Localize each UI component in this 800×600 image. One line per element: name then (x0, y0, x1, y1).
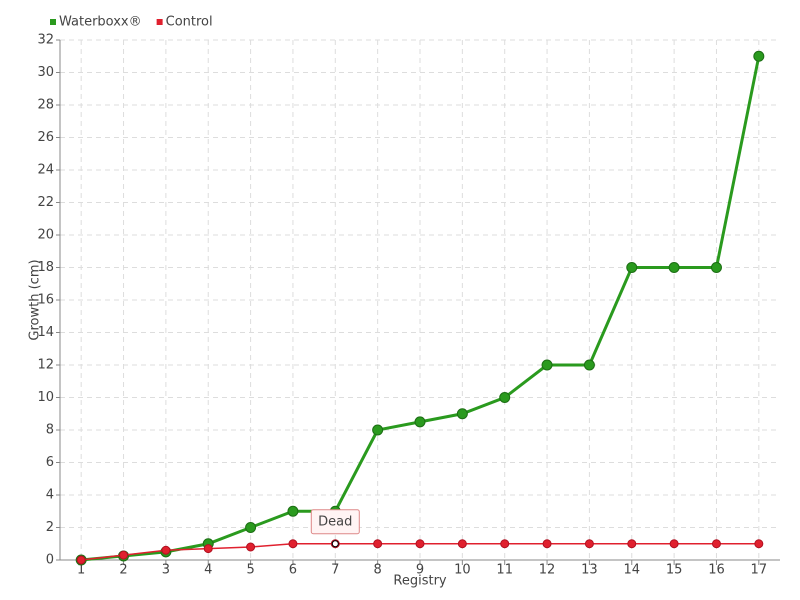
y-tick-label: 30 (37, 65, 54, 80)
x-tick-label: 9 (416, 563, 424, 578)
point (203, 544, 213, 554)
x-tick-label: 5 (246, 563, 254, 578)
point (456, 408, 468, 420)
y-tick-label: 32 (37, 33, 54, 48)
point (668, 262, 680, 273)
y-tick-label: 4 (46, 488, 54, 503)
point (584, 539, 594, 549)
point (372, 424, 384, 436)
x-tick-label: 16 (708, 563, 725, 578)
y-tick-label: 0 (46, 553, 54, 568)
y-tick-label: 20 (37, 228, 54, 243)
point (710, 262, 722, 273)
y-tick-label: 16 (37, 293, 54, 308)
annotation-box (310, 509, 360, 535)
point (669, 539, 679, 549)
legend-swatch (156, 19, 163, 25)
x-tick-label: 6 (289, 563, 297, 578)
x-tick-label: 10 (454, 563, 471, 578)
point (542, 539, 552, 549)
point (373, 539, 383, 549)
point (245, 522, 257, 533)
y-tick-label: 24 (37, 163, 54, 178)
x-tick-label: 1 (77, 563, 85, 578)
x-tick-label: 4 (204, 563, 212, 578)
x-tick-label: 7 (331, 563, 339, 578)
x-tick-label: 8 (374, 563, 382, 578)
y-axis-label: Growth (cm) (28, 259, 43, 340)
annotation-text: Dead (318, 514, 352, 529)
point (287, 505, 299, 517)
y-tick-label: 10 (37, 390, 54, 405)
x-tick-label: 12 (539, 563, 556, 578)
legend-label: Control (166, 15, 213, 30)
point (754, 539, 764, 549)
y-tick-label: 26 (37, 130, 54, 145)
y-tick-label: 8 (46, 423, 54, 438)
legend-label: Waterboxx® (59, 15, 142, 30)
y-tick-label: 12 (37, 358, 54, 373)
x-tick-label: 3 (162, 563, 170, 578)
x-tick-label: 13 (581, 563, 598, 578)
point (76, 555, 86, 565)
point (415, 539, 425, 549)
x-tick-label: 2 (119, 563, 127, 578)
point (541, 359, 553, 371)
annotation-point (331, 540, 339, 548)
x-tick-label: 14 (623, 563, 640, 578)
point (583, 359, 595, 371)
x-axis-label: Registry (393, 574, 447, 589)
y-tick-label: 28 (37, 98, 54, 113)
x-tick-label: 11 (496, 563, 513, 578)
point (457, 539, 467, 549)
point (119, 550, 129, 560)
y-tick-label: 22 (37, 195, 54, 210)
point (753, 50, 765, 62)
x-tick-label: 17 (751, 563, 768, 578)
y-tick-label: 14 (37, 325, 54, 340)
point (288, 539, 298, 549)
point (161, 545, 171, 555)
point (414, 416, 426, 428)
y-tick-label: 18 (37, 260, 54, 275)
y-tick-label: 2 (46, 520, 54, 535)
legend-swatch (50, 19, 56, 25)
point (711, 539, 721, 549)
point (626, 262, 638, 273)
point (499, 392, 511, 403)
x-tick-label: 15 (666, 563, 683, 578)
y-tick-label: 6 (46, 455, 54, 470)
point (500, 539, 510, 549)
point (627, 539, 637, 549)
point (246, 542, 256, 552)
